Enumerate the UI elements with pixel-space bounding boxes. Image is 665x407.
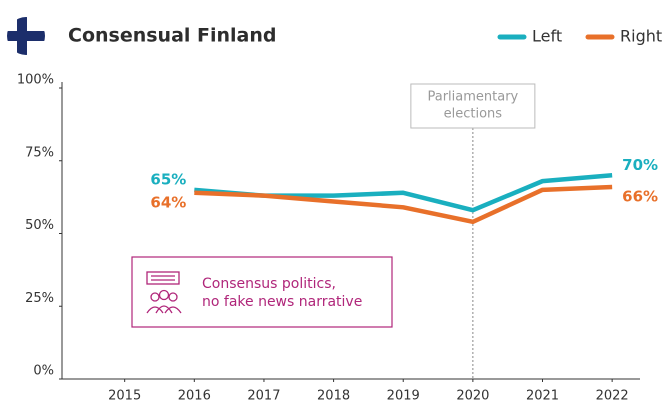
line-right xyxy=(194,184,613,225)
x-tick-label: 2022 xyxy=(596,389,629,404)
consensus-box xyxy=(131,256,393,328)
election-box xyxy=(410,83,536,129)
consensus-label: Consensus politics, xyxy=(202,276,336,292)
y-tick-label: 0% xyxy=(33,364,54,379)
legend-label: Left xyxy=(532,27,562,46)
consensus-label: no fake news narrative xyxy=(202,294,362,310)
x-tick-label: 2021 xyxy=(526,389,559,404)
flag-icon xyxy=(7,17,45,55)
chart-title: Consensual Finland xyxy=(68,25,277,47)
election-label: elections xyxy=(444,107,503,122)
x-tick-label: 2017 xyxy=(247,389,280,404)
data-label: 66% xyxy=(622,187,658,205)
election-label: Parliamentary xyxy=(427,90,518,105)
x-tick-label: 2019 xyxy=(387,389,420,404)
data-label: 70% xyxy=(622,156,658,174)
y-tick-label: 50% xyxy=(25,218,54,233)
y-tick-label: 25% xyxy=(25,291,54,306)
x-tick-label: 2015 xyxy=(108,389,141,404)
line-left xyxy=(194,173,613,213)
data-label: 64% xyxy=(150,193,186,211)
x-tick-label: 2016 xyxy=(178,389,211,404)
y-tick-label: 100% xyxy=(17,73,54,88)
x-tick-label: 2018 xyxy=(317,389,350,404)
data-label: 65% xyxy=(150,170,186,188)
x-tick-label: 2020 xyxy=(456,389,489,404)
y-tick-label: 75% xyxy=(25,145,54,160)
legend-label: Right xyxy=(620,27,662,46)
